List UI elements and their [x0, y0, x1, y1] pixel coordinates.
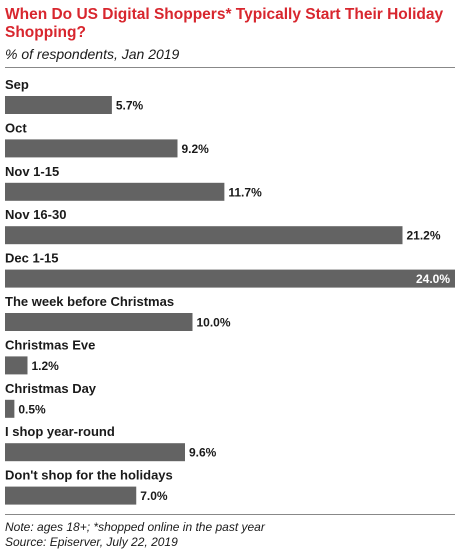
category-label: The week before Christmas [5, 294, 174, 309]
bar [5, 313, 193, 331]
category-label: I shop year-round [5, 424, 115, 439]
bar [5, 226, 403, 245]
category-label: Nov 1-15 [5, 164, 59, 179]
bar [5, 399, 15, 418]
bar [5, 356, 28, 375]
category-label: Sep [5, 77, 29, 92]
bar [5, 443, 185, 462]
chart-note: Note: ages 18+; *shopped online in the p… [5, 520, 265, 534]
category-label: Don't shop for the holidays [5, 468, 173, 483]
bottom-divider [5, 514, 455, 515]
chart-subtitle: % of respondents, Jan 2019 [5, 46, 180, 62]
value-label: 9.2% [182, 142, 210, 156]
bar [5, 139, 178, 158]
category-label: Dec 1-15 [5, 251, 58, 266]
value-label: 7.0% [140, 489, 168, 503]
value-label: 9.6% [189, 446, 217, 460]
value-label: 11.7% [228, 185, 262, 199]
category-label: Christmas Eve [5, 337, 95, 352]
bar [5, 269, 455, 288]
value-label: 24.0% [416, 272, 450, 286]
category-label: Nov 16-30 [5, 207, 66, 222]
category-label: Oct [5, 120, 27, 135]
value-label: 0.5% [18, 402, 46, 416]
chart-title: When Do US Digital Shoppers* Typically S… [5, 6, 444, 41]
chart-source: Source: Episerver, July 22, 2019 [5, 535, 178, 549]
bar [5, 486, 137, 505]
category-label: Christmas Day [5, 381, 97, 396]
value-label: 1.2% [32, 359, 60, 373]
value-label: 21.2% [407, 229, 441, 243]
bar [5, 96, 112, 114]
bar [5, 182, 225, 201]
value-label: 10.0% [197, 316, 231, 330]
value-label: 5.7% [116, 99, 144, 113]
top-divider [5, 67, 455, 68]
